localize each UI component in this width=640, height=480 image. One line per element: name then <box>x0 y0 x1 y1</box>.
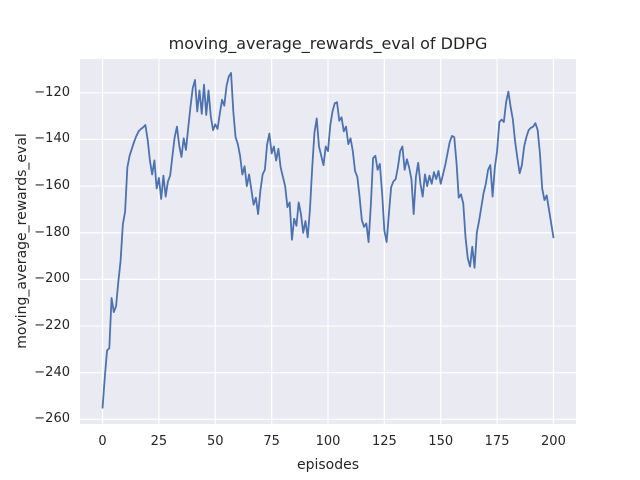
x-tick-label: 200 <box>541 434 566 449</box>
chart-title: moving_average_rewards_eval of DDPG <box>168 34 488 53</box>
x-tick-label: 175 <box>484 434 510 449</box>
y-tick-label: −220 <box>34 318 70 334</box>
y-tick-label: −160 <box>34 178 70 194</box>
y-tick-label: −180 <box>34 224 70 240</box>
x-tick-label: 25 <box>150 434 168 449</box>
x-tick-label: 100 <box>315 434 341 449</box>
plot-area <box>80 59 576 424</box>
x-tick-label: 125 <box>371 434 397 449</box>
x-tick-label: 50 <box>206 434 224 449</box>
x-tick-label: 150 <box>428 434 454 449</box>
x-tick-label: 75 <box>263 434 280 449</box>
x-axis-label: episodes <box>296 457 360 473</box>
y-tick-label: −120 <box>34 84 70 100</box>
y-tick-label: −260 <box>34 411 70 427</box>
x-tick-label: 0 <box>98 434 107 449</box>
line-plot-svg <box>80 59 576 424</box>
y-tick-label: −140 <box>34 131 70 147</box>
series-line <box>101 72 555 409</box>
y-tick-label: −240 <box>34 364 70 380</box>
y-tick-label: −200 <box>34 271 70 287</box>
y-axis-label: moving_average_rewards_eval <box>14 133 30 349</box>
